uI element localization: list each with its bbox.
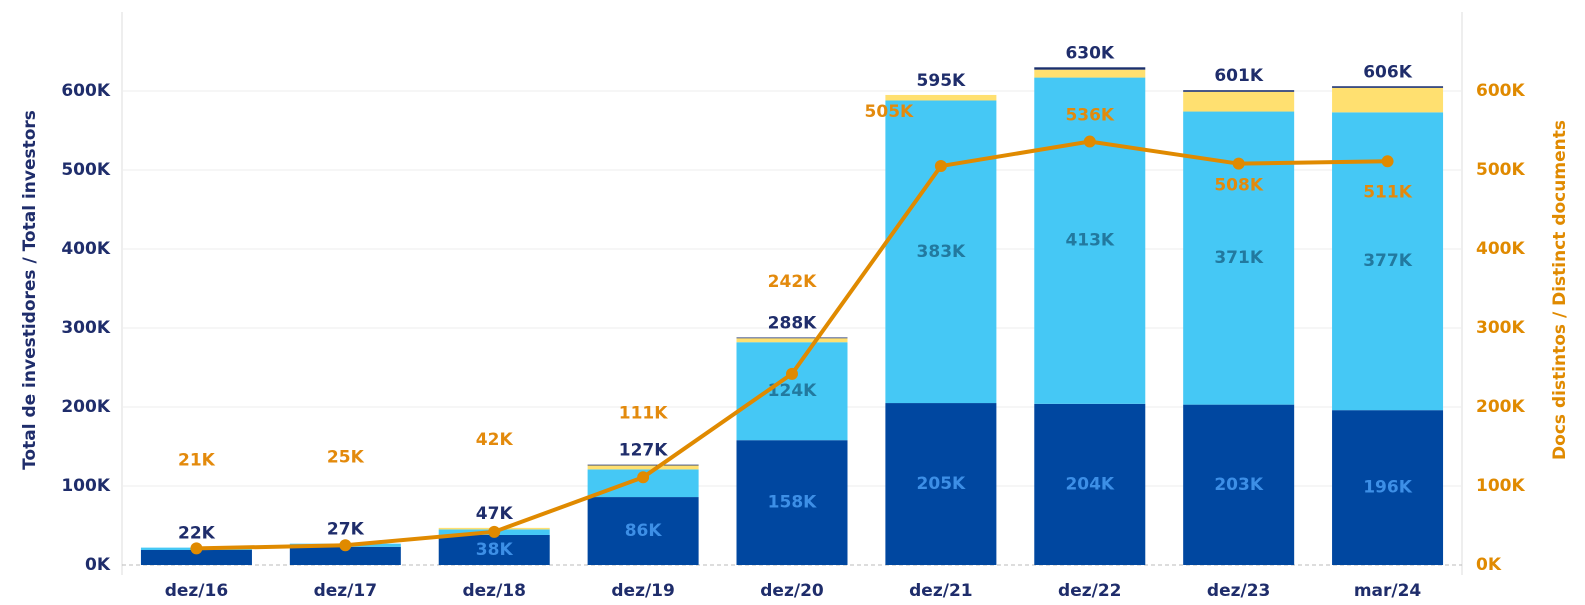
bar-segment xyxy=(885,94,997,101)
bar-segment xyxy=(736,338,848,343)
bar-segment xyxy=(885,100,997,404)
bar-segment xyxy=(1034,67,1146,70)
line-point xyxy=(488,525,501,538)
bar-label: 205K xyxy=(917,474,966,494)
total-label: 601K xyxy=(1214,66,1263,86)
bar-segment xyxy=(140,549,252,565)
line-point xyxy=(1083,135,1096,148)
bar-label: 413K xyxy=(1065,231,1114,251)
y2-tick-label: 0K xyxy=(1476,555,1502,575)
bar-label: 38K xyxy=(476,540,514,560)
x-tick-label: dez/19 xyxy=(611,581,674,601)
line-label: 511K xyxy=(1363,182,1412,202)
bar-segment xyxy=(885,403,997,565)
y-tick-label: 100K xyxy=(61,476,110,496)
bar-segment xyxy=(587,465,699,470)
y-tick-label: 200K xyxy=(61,397,110,417)
total-label: 47K xyxy=(476,504,514,524)
total-label: 27K xyxy=(327,520,365,540)
bar-label: 86K xyxy=(625,521,663,541)
y-tick-label: 400K xyxy=(61,239,110,259)
y2-tick-label: 500K xyxy=(1476,160,1525,180)
bar-segment xyxy=(1332,86,1444,88)
bar-segment xyxy=(289,546,401,565)
line-label: 242K xyxy=(768,272,817,292)
bar-segment xyxy=(736,337,848,339)
line-label: 42K xyxy=(476,430,514,450)
bar-segment xyxy=(1034,77,1146,404)
x-tick-label: dez/18 xyxy=(462,581,525,601)
bar-segment xyxy=(438,534,550,565)
y2-tick-label: 200K xyxy=(1476,397,1525,417)
y-tick-label: 0K xyxy=(85,555,111,575)
bar-segment xyxy=(1183,91,1295,112)
line-point xyxy=(934,160,947,173)
bar-segment xyxy=(1034,69,1146,78)
y-tick-label: 300K xyxy=(61,318,110,338)
bar-label: 158K xyxy=(768,493,817,513)
x-tick-label: dez/23 xyxy=(1207,581,1270,601)
bar-segment xyxy=(1183,404,1295,565)
x-tick-label: dez/17 xyxy=(314,581,377,601)
bar-segment xyxy=(587,497,699,565)
total-label: 127K xyxy=(619,441,668,461)
bar-label: 203K xyxy=(1214,475,1263,495)
y2-axis-title: Docs distintos / Distinct documents xyxy=(1550,120,1570,460)
bar-segment xyxy=(587,464,699,466)
bar-label: 371K xyxy=(1214,248,1263,268)
total-label: 595K xyxy=(917,71,966,91)
y-tick-label: 600K xyxy=(61,81,110,101)
bar-segment xyxy=(736,440,848,565)
line-point xyxy=(637,471,650,484)
bar-label: 124K xyxy=(768,381,817,401)
y2-tick-label: 100K xyxy=(1476,476,1525,496)
line-point xyxy=(1232,157,1245,170)
bar-label: 204K xyxy=(1065,474,1114,494)
bar-segment xyxy=(1034,403,1146,565)
bar-label: 377K xyxy=(1363,251,1412,271)
bar-segment xyxy=(736,342,848,441)
total-label: 630K xyxy=(1065,43,1114,63)
total-label: 22K xyxy=(178,524,216,544)
total-label: 606K xyxy=(1363,62,1412,82)
line-label: 508K xyxy=(1214,176,1263,196)
x-tick-label: dez/20 xyxy=(760,581,824,601)
line-point xyxy=(190,542,203,555)
x-tick-label: dez/16 xyxy=(165,581,228,601)
x-tick-label: mar/24 xyxy=(1354,581,1422,601)
x-tick-label: dez/21 xyxy=(909,581,972,601)
line-label: 536K xyxy=(1065,106,1114,126)
bar-label: 383K xyxy=(917,242,966,262)
bar-label: 196K xyxy=(1363,478,1412,498)
bar-segment xyxy=(1332,87,1444,113)
bar-segment xyxy=(1183,90,1295,92)
line-label: 111K xyxy=(619,403,668,423)
line-label: 505K xyxy=(865,102,914,122)
line-point xyxy=(339,539,352,552)
line-point xyxy=(1381,155,1394,168)
y-axis-title: Total de investidores / Total investors xyxy=(20,110,40,470)
total-label: 288K xyxy=(768,313,817,333)
bar-segment xyxy=(1332,410,1444,565)
line-label: 25K xyxy=(327,447,365,467)
y2-tick-label: 300K xyxy=(1476,318,1525,338)
line-label: 21K xyxy=(178,450,216,470)
y2-tick-label: 600K xyxy=(1476,81,1525,101)
y2-tick-label: 400K xyxy=(1476,239,1525,259)
x-tick-label: dez/22 xyxy=(1058,581,1121,601)
line-point xyxy=(786,367,798,380)
y-tick-label: 500K xyxy=(61,160,110,180)
